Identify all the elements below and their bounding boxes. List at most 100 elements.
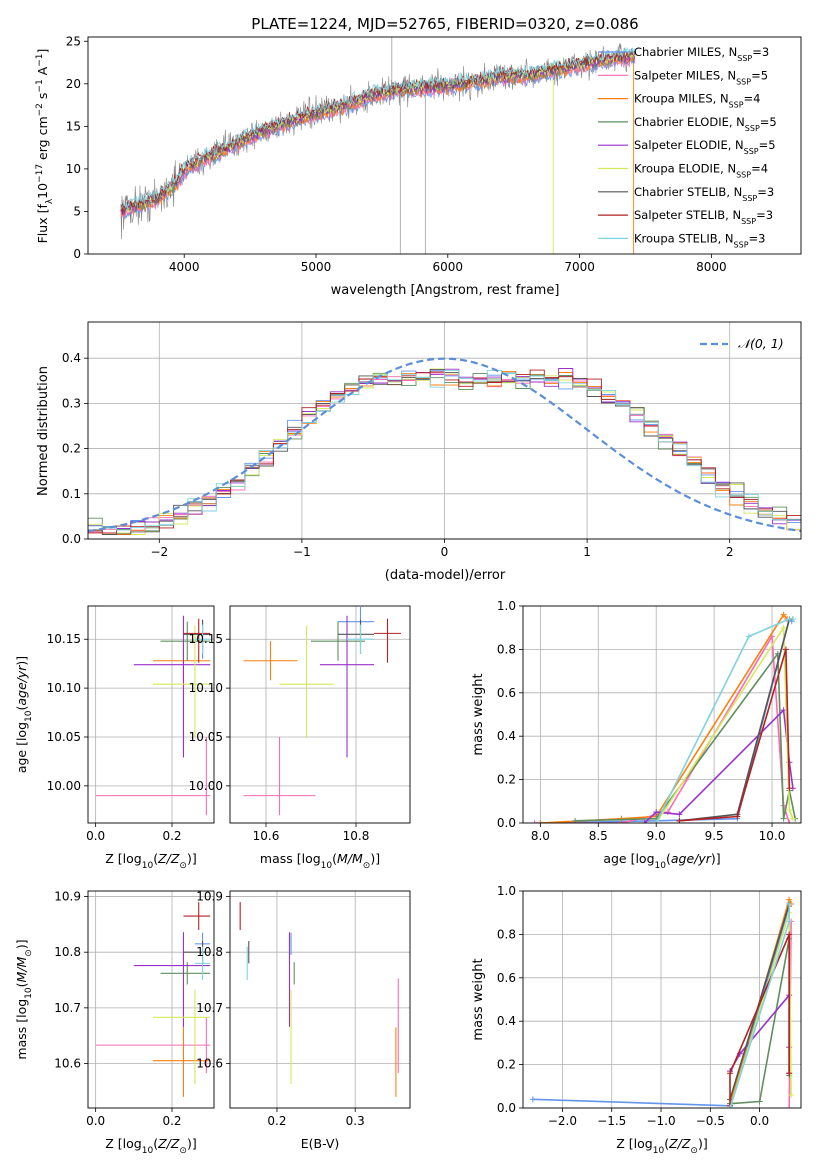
weight-line-salpeter_elodie	[644, 709, 794, 823]
y-tick-label: 0.6	[497, 971, 516, 985]
errorbar-chabrier_elodie	[311, 621, 365, 661]
weight-line-salpeter_stelib	[679, 648, 791, 822]
y-tick-label: 0.0	[497, 816, 516, 830]
x-tick-label: −1.0	[646, 1114, 675, 1128]
mass-vs-metallicity-panel: 0.0 0.2 10.6 10.7 10.8 10.9 Z [log10(Z/Z⊙)] mas…	[14, 890, 215, 1156]
x-tick-label: 10.6	[253, 829, 280, 843]
y-tick-label: 10.9	[196, 890, 223, 904]
x-axis-label: wavelength [Angstrom, rest frame]	[331, 283, 560, 298]
weight-marker	[782, 646, 789, 653]
weight-marker	[529, 1096, 536, 1103]
x-tick-label: 8000	[696, 260, 727, 274]
y-tick-label: 0.8	[497, 927, 516, 941]
weight-marker	[780, 815, 787, 822]
errorbar-salpeter_stelib	[183, 618, 211, 663]
x-tick-label: −1	[293, 545, 311, 559]
y-tick-label: 10.8	[196, 945, 223, 959]
weight-marker	[653, 809, 660, 816]
y-tick-label: 0.2	[62, 442, 81, 456]
plot-area	[88, 357, 801, 535]
weight-marker	[664, 809, 671, 816]
x-tick-label: 10.0	[759, 829, 786, 843]
y-axis-label: Normed distribution	[36, 366, 51, 496]
model-spectrum-kroupa_stelib	[120, 46, 636, 211]
weight-marker	[786, 1105, 793, 1108]
x-axis-label: Z [log10(Z/Z⊙)]	[105, 851, 196, 871]
x-tick-label: 8.0	[531, 829, 550, 843]
y-axis-label: age [log10(age/yr)]	[14, 656, 34, 773]
x-tick-label: 8.5	[589, 829, 608, 843]
weight-marker	[618, 815, 625, 822]
y-tick-label: 0.2	[497, 1058, 516, 1072]
weight-line-chabrier_elodie	[575, 652, 796, 822]
weight-line-chabrier_stelib	[729, 903, 790, 1100]
x-tick-label: −2	[150, 545, 168, 559]
errorbar-kroupa_miles	[152, 641, 211, 681]
weight-marker	[780, 611, 787, 618]
x-tick-label: 6000	[433, 260, 464, 274]
y-tick-label: 20	[66, 77, 81, 91]
x-tick-label: 0.0	[86, 1114, 105, 1128]
plot-area	[529, 896, 795, 1108]
legend-entry: Chabrier MILES, NSSP=3	[634, 45, 769, 63]
errorbar-salpeter_miles	[95, 736, 211, 816]
axes-frame	[229, 890, 411, 1109]
age-vs-metallicity-panel: 0.0 0.2 10.00 10.05 10.10 10.15 Z [log10(Z/Z⊙)…	[14, 605, 215, 871]
weight-line-kroupa_miles	[540, 613, 788, 823]
x-axis-label: (data-model)/error	[385, 568, 506, 583]
y-tick-label: 10.05	[47, 730, 81, 744]
legend-entry: 𝒩(0, 1)	[738, 336, 784, 351]
errorbar-kroupa_stelib	[194, 624, 211, 654]
figure-title: PLATE=1224, MJD=52765, FIBERID=0320, z=0…	[251, 15, 638, 33]
legend-entry: Salpeter STELIB, NSSP=3	[634, 208, 773, 226]
weight-marker	[780, 624, 787, 631]
weight-marker	[786, 1070, 793, 1077]
weight-marker	[786, 918, 793, 925]
axes-frame	[522, 605, 802, 824]
y-tick-label: 10	[66, 162, 81, 176]
x-axis-label: age [log10(age/yr)]	[603, 851, 720, 871]
weight-marker	[789, 815, 796, 822]
legend-entry: Salpeter ELODIE, NSSP=5	[634, 138, 776, 156]
axes-frame	[87, 321, 802, 540]
x-tick-label: 0.3	[346, 1114, 365, 1128]
x-tick-label: 4000	[169, 260, 200, 274]
y-tick-label: 0.6	[497, 686, 516, 700]
errorbar-salpeter_stelib	[183, 902, 211, 930]
spectrum-panel: 4000 5000 6000 7000 8000 0 5 10 15 20 25 Chabrier M…	[35, 34, 802, 298]
errorbar-kroupa_stelib	[347, 624, 374, 654]
x-tick-label: 1	[583, 545, 591, 559]
weight-marker	[727, 1105, 734, 1108]
weight-marker	[788, 1091, 795, 1098]
weight-line-salpeter_stelib	[729, 933, 790, 1106]
legend-entry: Kroupa ELODIE, NSSP=4	[634, 162, 768, 180]
mass-weight-vs-age-panel: 8.0 8.5 9.0 9.5 10.0 0.0 0.2 0.4 0.6 0.8 1.0 age [l…	[471, 599, 802, 871]
errorbar-salpeter_stelib	[374, 618, 401, 663]
y-tick-label: 10.00	[47, 779, 81, 793]
x-tick-label: −0.5	[696, 1114, 725, 1128]
y-tick-label: 10.6	[196, 1056, 223, 1070]
weight-marker	[786, 901, 793, 908]
y-tick-label: 10.15	[189, 632, 223, 646]
errorbar-salpeter_miles	[95, 1017, 211, 1073]
histogram-kroupa_stelib	[88, 369, 801, 531]
legend-entry: Kroupa STELIB, NSSP=3	[634, 231, 765, 249]
weight-marker	[756, 1098, 763, 1105]
y-tick-label: 25	[66, 34, 81, 48]
axes-frame	[522, 890, 802, 1109]
y-tick-label: 0.1	[62, 487, 81, 501]
weight-marker	[786, 820, 793, 823]
x-tick-label: 0	[441, 545, 449, 559]
errorbar-kroupa_miles	[152, 1024, 211, 1097]
x-axis-label: Z [log10(Z/Z⊙)]	[616, 1136, 707, 1156]
y-tick-label: 10.10	[47, 681, 81, 695]
errorbar-kroupa_elodie	[152, 989, 211, 1085]
x-tick-label: −2.0	[548, 1114, 577, 1128]
errorbar-salpeter_miles	[243, 736, 316, 816]
x-axis-label: E(B-V)	[301, 1136, 340, 1151]
weight-line-salpeter_miles	[534, 635, 791, 823]
x-tick-label: 0.2	[162, 829, 181, 843]
mass-vs-extinction-panel: 0.2 0.3 10.6 10.7 10.8 10.9 E(B-V)	[196, 890, 411, 1151]
y-tick-label: 0.0	[497, 1101, 516, 1115]
